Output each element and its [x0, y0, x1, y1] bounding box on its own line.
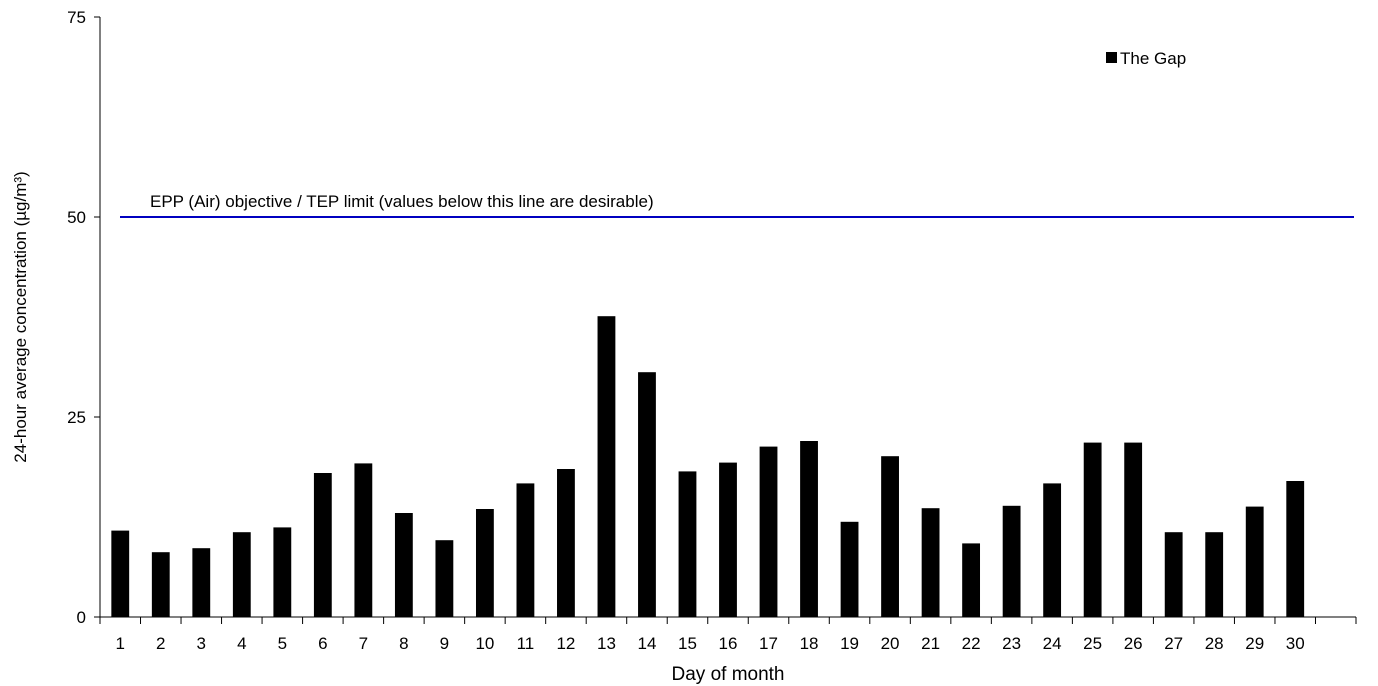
legend: The Gap — [1106, 49, 1186, 68]
x-tick-label: 10 — [475, 634, 494, 653]
legend-label: The Gap — [1120, 49, 1186, 68]
bar — [1124, 442, 1143, 617]
y-axis-ticks: 0 25 50 75 — [67, 8, 100, 627]
x-tick-label: 1 — [116, 634, 125, 653]
x-tick-label: 30 — [1286, 634, 1305, 653]
x-tick-label: 6 — [318, 634, 327, 653]
bar — [435, 540, 454, 617]
x-tick-label: 22 — [962, 634, 981, 653]
bar — [719, 462, 737, 617]
bar — [354, 463, 373, 617]
x-tick-label: 25 — [1083, 634, 1102, 653]
x-tick-label: 18 — [800, 634, 819, 653]
bar — [1286, 481, 1305, 617]
bar — [273, 527, 292, 617]
x-tick-label: 12 — [556, 634, 575, 653]
y-axis-label: 24-hour average concentration (µg/m³) — [11, 171, 30, 462]
bar — [1164, 532, 1183, 617]
bar — [516, 483, 535, 617]
x-tick-label: 11 — [517, 634, 535, 653]
bar — [151, 552, 170, 617]
bar — [313, 473, 332, 617]
x-tick-label: 24 — [1043, 634, 1062, 653]
x-tick-label: 13 — [597, 634, 616, 653]
bar — [475, 509, 494, 617]
bar — [111, 530, 130, 617]
x-tick-label: 8 — [399, 634, 408, 653]
y-tick-label: 50 — [67, 208, 86, 227]
bar — [597, 316, 616, 617]
bar — [192, 548, 211, 617]
x-tick-label: 2 — [156, 634, 165, 653]
y-tick-label: 25 — [67, 408, 86, 427]
x-axis-ticks: 1 2 3 4 5 6 7 8 9 10 11 12 13 14 15 16 17 18 19 20 21 22 23 24 2… — [99, 617, 1357, 653]
x-tick-label: 7 — [359, 634, 368, 653]
bar — [759, 446, 778, 617]
x-tick-label: 17 — [759, 634, 778, 653]
bar — [921, 508, 940, 617]
reference-line-group: EPP (Air) objective / TEP limit (values … — [120, 192, 1354, 218]
y-tick-label: 75 — [67, 8, 86, 27]
bar — [557, 469, 575, 617]
reference-line-label: EPP (Air) objective / TEP limit (values … — [150, 192, 654, 211]
bar — [394, 513, 413, 617]
y-tick-label: 0 — [77, 608, 86, 627]
bar — [962, 543, 981, 617]
bar — [638, 372, 656, 617]
x-tick-label: 5 — [278, 634, 287, 653]
x-tick-label: 19 — [840, 634, 859, 653]
x-tick-label: 14 — [638, 634, 657, 653]
bar — [1043, 483, 1062, 617]
x-tick-label: 3 — [197, 634, 206, 653]
bar — [232, 532, 251, 617]
bar — [1083, 442, 1102, 617]
bar — [678, 471, 697, 617]
x-tick-label: 23 — [1002, 634, 1021, 653]
bar — [1002, 505, 1021, 617]
x-tick-label: 21 — [921, 634, 940, 653]
x-tick-label: 9 — [440, 634, 449, 653]
legend-swatch — [1106, 52, 1117, 63]
x-tick-label: 26 — [1124, 634, 1143, 653]
x-tick-label: 16 — [719, 634, 738, 653]
x-tick-label: 28 — [1205, 634, 1224, 653]
bar — [1245, 506, 1264, 617]
x-tick-label: 29 — [1245, 634, 1264, 653]
bar — [840, 521, 859, 617]
bars — [111, 316, 1305, 617]
bar — [800, 441, 818, 617]
x-tick-label: 15 — [678, 634, 697, 653]
bar — [1205, 532, 1224, 617]
bar — [881, 456, 899, 617]
x-tick-label: 4 — [237, 634, 246, 653]
x-tick-label: 20 — [881, 634, 900, 653]
x-axis-label: Day of month — [672, 664, 785, 685]
x-tick-label: 27 — [1164, 634, 1183, 653]
